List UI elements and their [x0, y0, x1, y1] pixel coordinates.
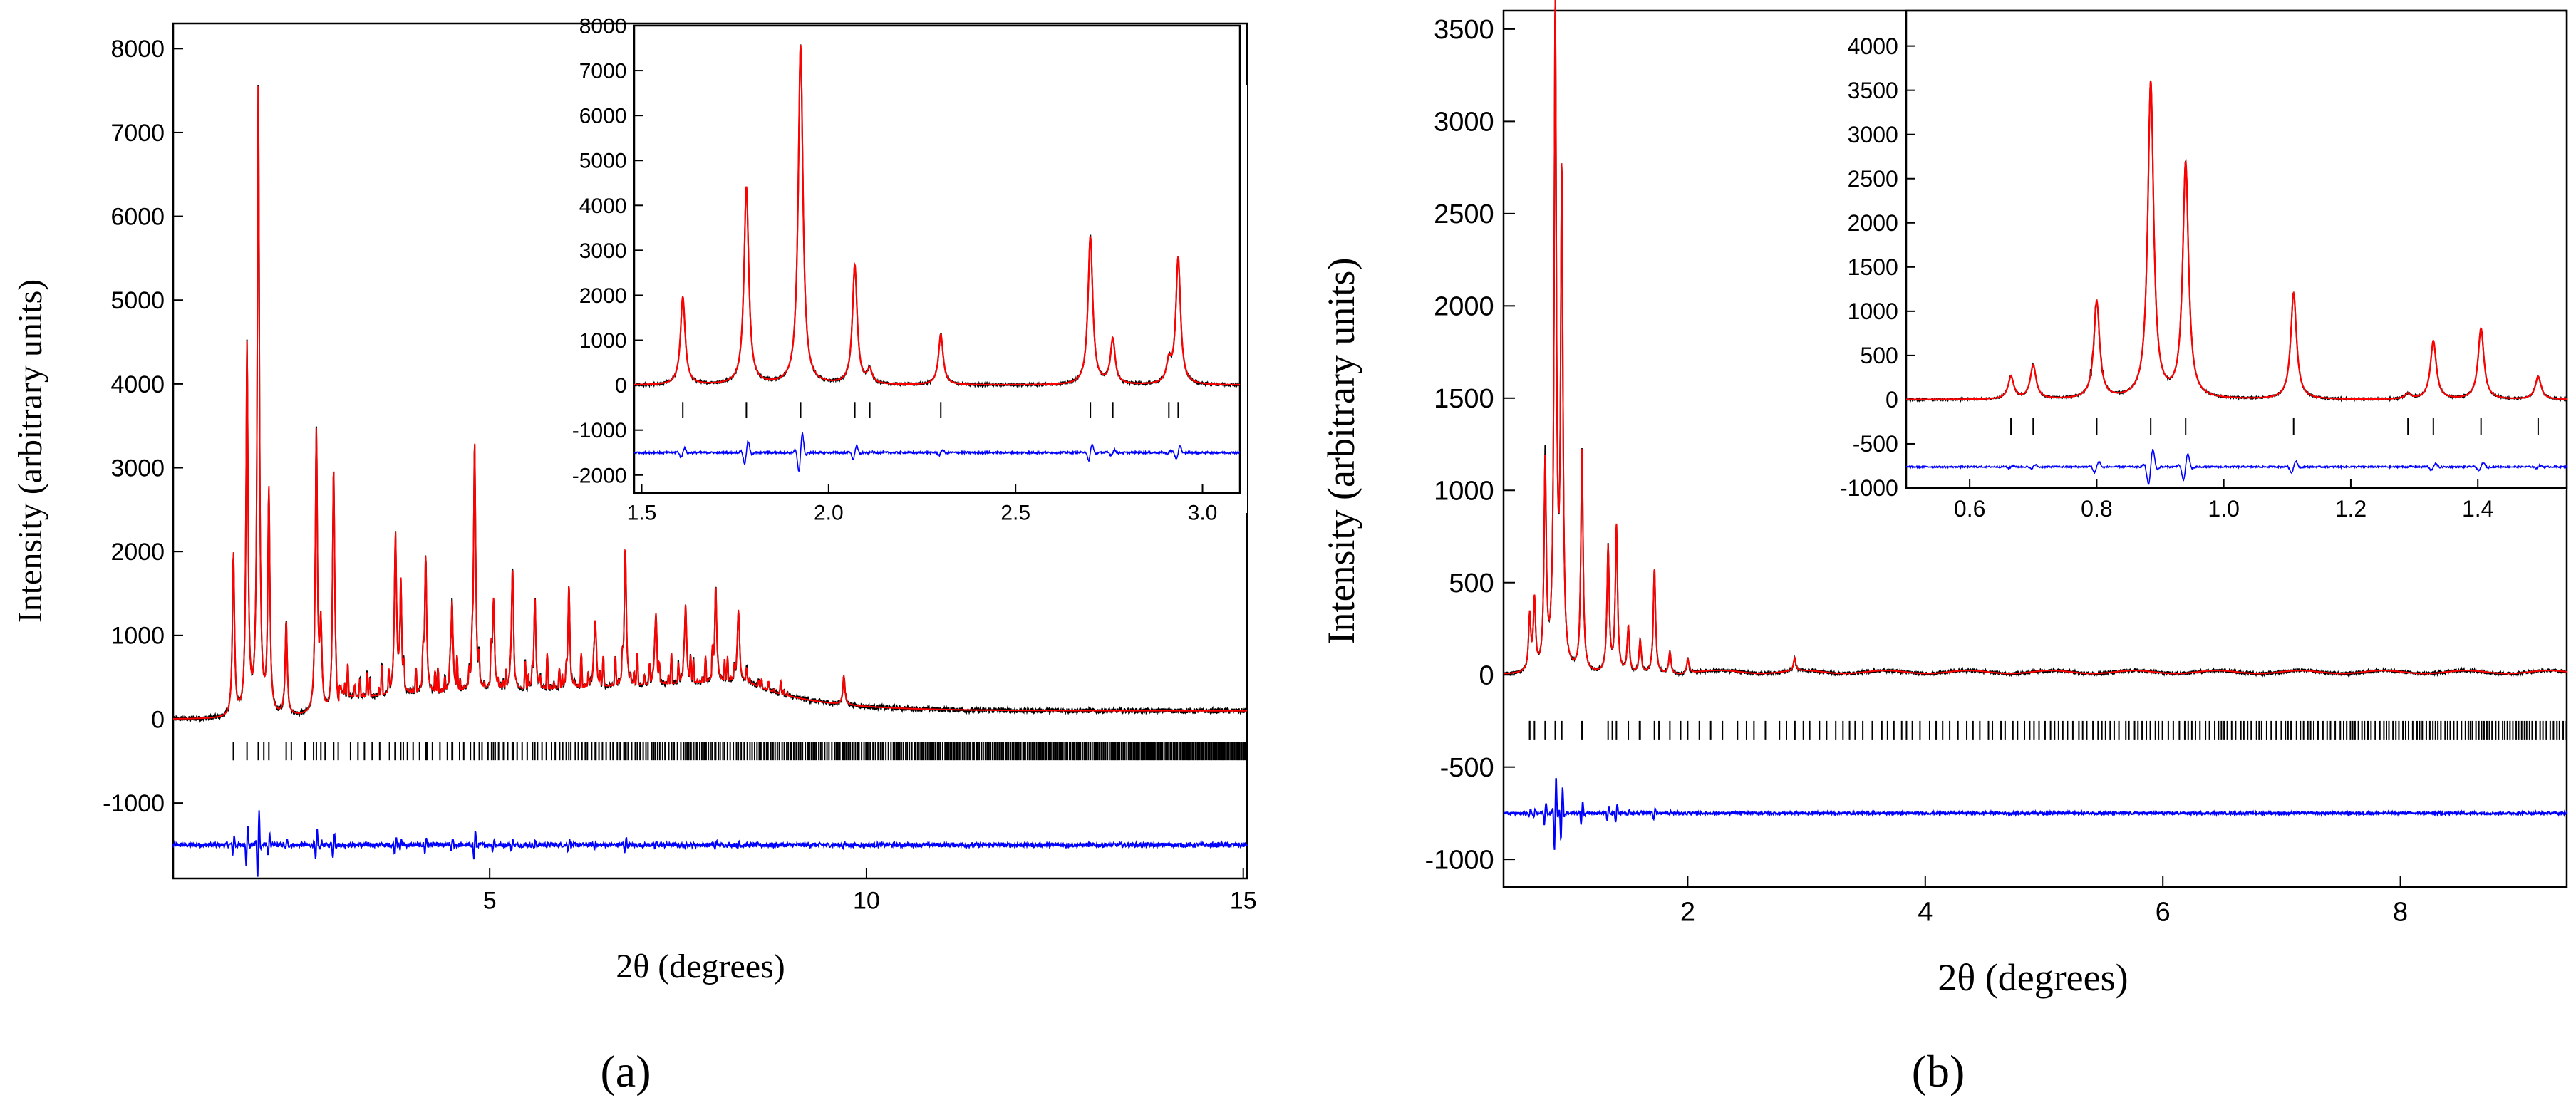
y-tick-label: 1000 — [1434, 477, 1494, 507]
panel-b-inset-frame — [1905, 9, 2568, 489]
y-tick-label: 3500 — [1848, 78, 1898, 103]
panel-a-ticks: 5 10 15 -1000 0 1000 2000 3000 4000 5000 6000 7000 8… — [103, 36, 1256, 914]
y-tick-label: 3500 — [1434, 15, 1494, 45]
panel-a-inset-frame — [633, 24, 1241, 494]
x-tick-label: 4 — [1918, 898, 1933, 928]
y-tick-label: 3000 — [579, 239, 627, 263]
y-tick-label: -1000 — [572, 419, 627, 442]
y-tick-label: 1500 — [1434, 384, 1494, 414]
x-tick-label: 0.6 — [1954, 496, 1985, 522]
y-tick-label: 500 — [1860, 343, 1898, 368]
y-tick-label: 1000 — [579, 329, 627, 353]
panel-a-inset-calculated-line — [634, 44, 1241, 386]
y-tick-label: 4000 — [1848, 33, 1898, 59]
y-tick-label: 0 — [151, 706, 165, 733]
panel-a-label: (a) — [600, 1046, 651, 1096]
panel-b-inset-calculated-line — [1906, 81, 2567, 400]
y-tick-label: 2500 — [1848, 166, 1898, 192]
y-tick-label: 3000 — [1848, 122, 1898, 147]
y-tick-label: -500 — [1853, 431, 1898, 457]
panel-a-inset-ticks: 1.5 2.0 2.5 3.0 -2000 -1000 0 1000 2000 3000 4000 5… — [572, 15, 1218, 525]
panel-a-inset-reflection-markers — [682, 402, 1179, 418]
panel-a-calculated-line — [173, 85, 1247, 720]
y-tick-label: 1000 — [1848, 299, 1898, 324]
panel-a-inset-difference-line — [633, 432, 1241, 472]
y-tick-label: 3000 — [1434, 108, 1494, 138]
y-tick-label: 7000 — [110, 120, 165, 147]
y-tick-label: 2500 — [1434, 199, 1494, 229]
panel-a-main-plot: 5 10 15 -1000 0 1000 2000 3000 4000 5000 6000 7000 8… — [11, 22, 1257, 985]
y-tick-label: 500 — [1449, 569, 1494, 598]
x-tick-label: 0.8 — [2081, 496, 2112, 522]
y-tick-label: 2000 — [1434, 292, 1494, 322]
y-tick-label: 7000 — [579, 60, 627, 83]
panel-b-inset-ticks: 0.6 0.8 1.0 1.2 1.4 -1000 -500 0 500 1000 1500 2000… — [1840, 33, 2493, 522]
panel-b-calculated-line — [1504, 0, 2567, 675]
x-tick-label: 8 — [2393, 898, 2408, 928]
panel-b-x-axis-title: 2θ (degrees) — [1938, 956, 2128, 999]
panel-a-y-axis-title: Intensity (arbitrary units) — [11, 279, 49, 623]
y-tick-label: -1000 — [1424, 845, 1494, 875]
y-tick-label: 5000 — [579, 150, 627, 173]
x-tick-label: 2.5 — [1000, 502, 1030, 525]
panel-b-ticks: 2 4 6 8 -1000 -500 0 500 1000 1500 2000 2500 3000 350… — [1424, 15, 2408, 927]
y-tick-label: 5000 — [110, 287, 165, 314]
x-tick-label: 2 — [1680, 898, 1695, 928]
y-tick-label: 0 — [1886, 387, 1898, 413]
panel-a-reflection-markers — [232, 742, 1247, 761]
y-tick-label: -500 — [1440, 753, 1494, 783]
y-tick-label: 4000 — [579, 195, 627, 218]
panel-b-inset-reflection-markers — [2010, 418, 2539, 435]
y-tick-label: 3000 — [110, 455, 165, 482]
x-tick-label: 1.4 — [2462, 496, 2493, 522]
panel-a-difference-line — [172, 810, 1248, 877]
y-tick-label: 6000 — [110, 203, 165, 230]
y-tick-label: 1500 — [1848, 254, 1898, 280]
y-tick-label: -2000 — [572, 464, 627, 487]
x-tick-label: 1.2 — [2335, 496, 2366, 522]
x-tick-label: 15 — [1230, 888, 1257, 915]
y-tick-label: 4000 — [110, 371, 165, 398]
panel-a-inset-plot: 1.5 2.0 2.5 3.0 -2000 -1000 0 1000 2000 3000 4000 5… — [572, 15, 1247, 525]
y-tick-label: 6000 — [579, 105, 627, 128]
panel-b-difference-line — [1503, 778, 2567, 850]
x-tick-label: 5 — [483, 888, 497, 915]
panel-a-observed-line — [172, 85, 1248, 723]
y-tick-label: 2000 — [1848, 210, 1898, 236]
x-tick-label: 2.0 — [814, 502, 844, 525]
x-tick-label: 1.0 — [2208, 496, 2239, 522]
panel-b-main-plot: 2 4 6 8 -1000 -500 0 500 1000 1500 2000 2500 3000 350… — [1320, 0, 2568, 999]
y-tick-label: 8000 — [110, 36, 165, 63]
y-tick-label: 2000 — [110, 539, 165, 566]
y-tick-label: 1000 — [110, 623, 165, 650]
panel-b-y-axis-title: Intensity (arbitrary units) — [1320, 258, 1362, 645]
panel-b-inset-background — [1906, 13, 2566, 490]
panel-a-inset-background — [634, 85, 1247, 513]
panel-b-inset-plot: 0.6 0.8 1.0 1.2 1.4 -1000 -500 0 500 1000 1500 2000… — [1840, 9, 2568, 522]
x-tick-label: 3.0 — [1188, 502, 1218, 525]
x-tick-label: 10 — [853, 888, 880, 915]
panel-a-x-axis-title: 2θ (degrees) — [616, 948, 785, 985]
panel-b-inset-difference-line — [1905, 448, 2567, 485]
x-tick-label: 6 — [2156, 898, 2171, 928]
y-tick-label: 0 — [1479, 661, 1494, 691]
x-tick-label: 1.5 — [627, 502, 657, 525]
panel-b-reflection-markers — [1528, 720, 2567, 740]
y-tick-label: -1000 — [1840, 475, 1898, 501]
y-tick-label: 0 — [615, 374, 627, 398]
y-tick-label: -1000 — [103, 790, 165, 817]
panel-b-label: (b) — [1912, 1046, 1965, 1096]
y-tick-label: 8000 — [579, 15, 627, 38]
y-tick-label: 2000 — [579, 284, 627, 308]
